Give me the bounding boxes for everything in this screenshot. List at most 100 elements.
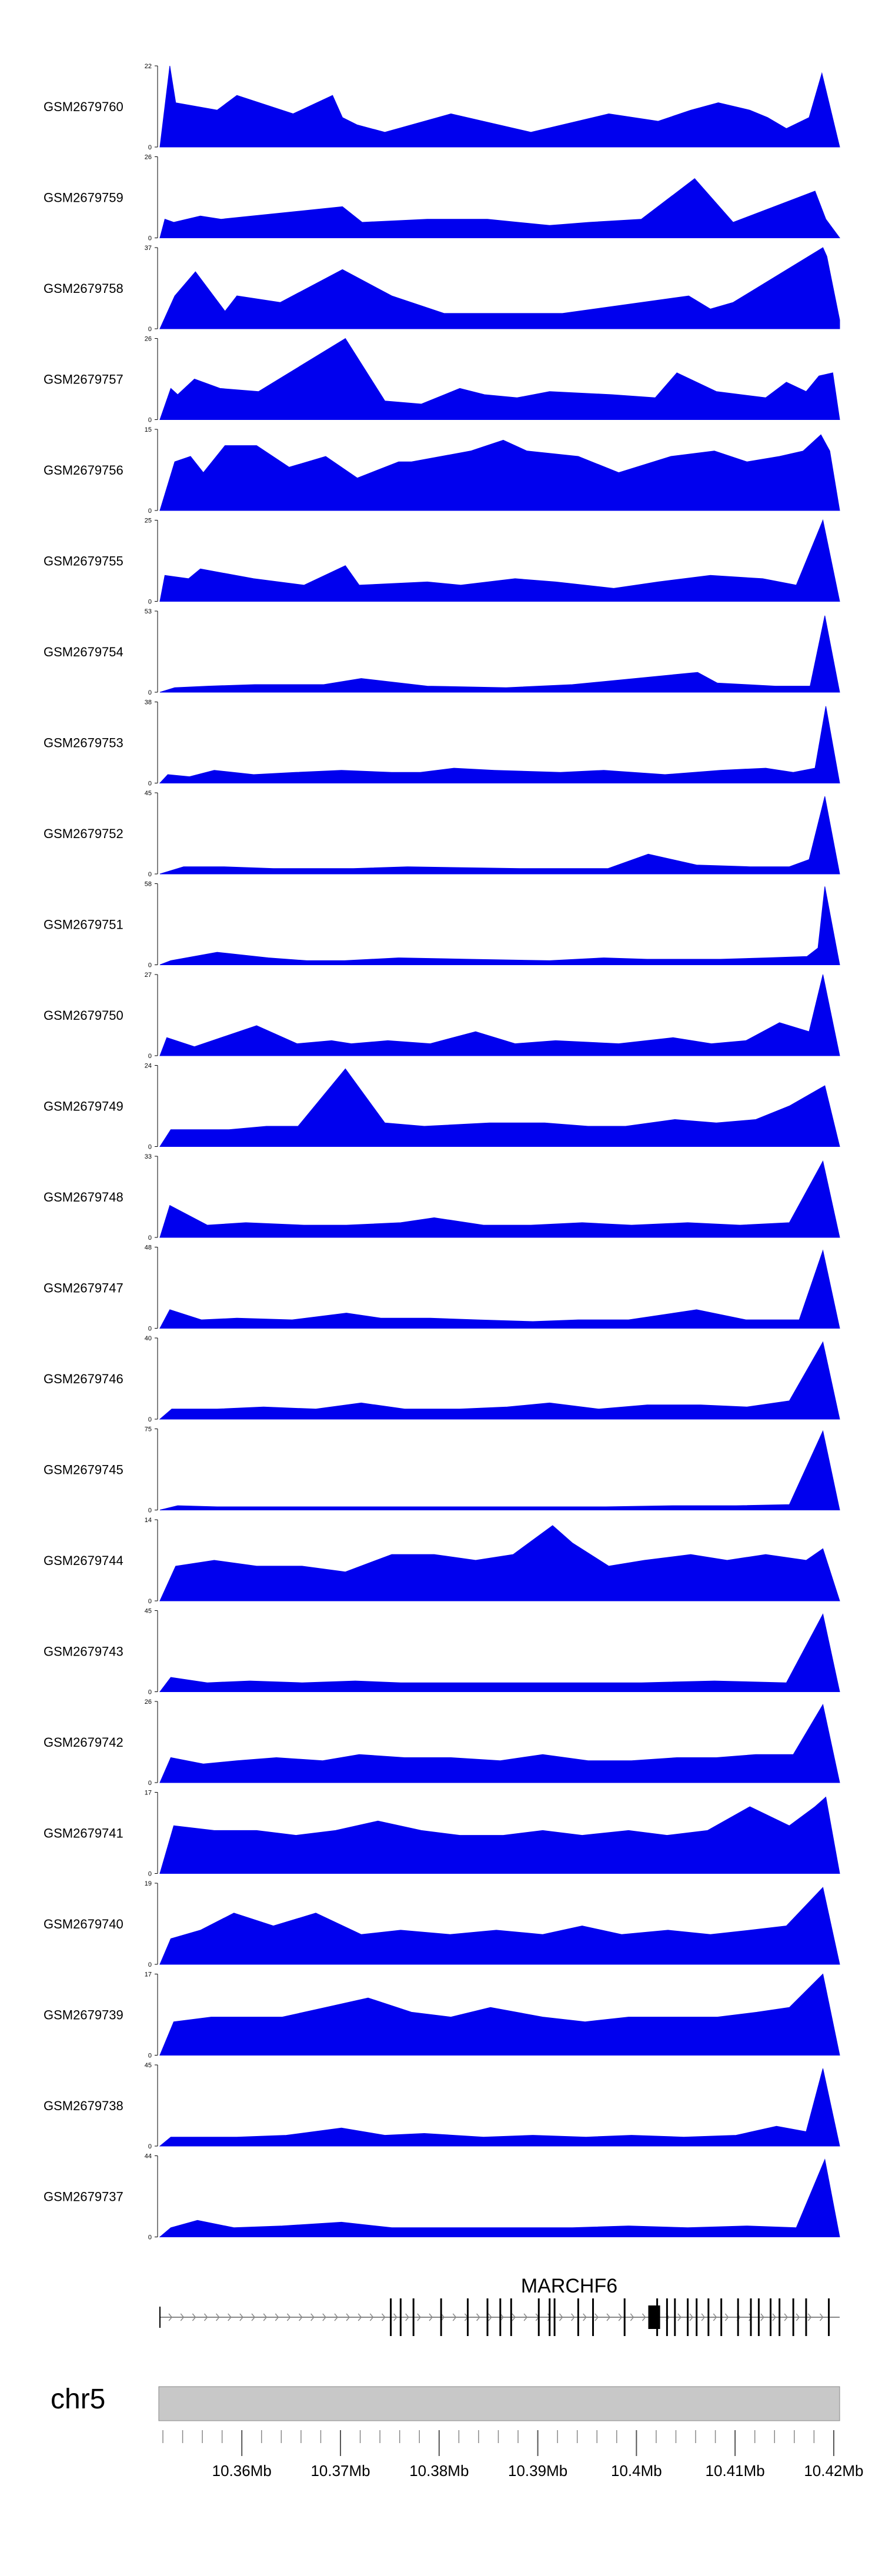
track-GSM2679737: GSM2679737 44 0 xyxy=(44,2153,840,2241)
track-GSM2679750: GSM2679750 27 0 xyxy=(44,972,840,1060)
y-max-label: 15 xyxy=(145,426,152,433)
track-GSM2679747: GSM2679747 48 0 xyxy=(44,1244,840,1333)
sample-label: GSM2679759 xyxy=(44,191,123,205)
coverage-area xyxy=(159,2158,840,2237)
strand-arrow xyxy=(429,2313,433,2321)
strand-arrow xyxy=(346,2313,350,2321)
sample-label: GSM2679743 xyxy=(44,1644,123,1659)
y-min-label: 0 xyxy=(148,326,152,333)
y-max-label: 33 xyxy=(145,1153,152,1160)
gene-name: MARCHF6 xyxy=(521,2275,617,2297)
sample-label: GSM2679754 xyxy=(44,645,123,659)
strand-arrow xyxy=(180,2313,185,2321)
y-max-label: 22 xyxy=(145,63,152,70)
y-max-label: 45 xyxy=(145,1608,152,1615)
strand-arrow xyxy=(630,2313,634,2321)
y-min-label: 0 xyxy=(148,780,152,788)
y-max-label: 45 xyxy=(145,2062,152,2069)
y-min-label: 0 xyxy=(148,1871,152,1878)
sample-label: GSM2679752 xyxy=(44,826,123,841)
coverage-area xyxy=(159,1796,840,1874)
track-GSM2679746: GSM2679746 40 0 xyxy=(44,1335,840,1423)
tick-label: 10.41Mb xyxy=(706,2462,765,2480)
strand-arrow xyxy=(796,2313,800,2321)
sample-label: GSM2679737 xyxy=(44,2190,123,2204)
sample-label: GSM2679749 xyxy=(44,1099,123,1114)
y-max-label: 37 xyxy=(145,245,152,252)
coverage-area xyxy=(159,338,840,420)
y-min-label: 0 xyxy=(148,235,152,242)
coverage-area xyxy=(159,1525,840,1601)
track-GSM2679744: GSM2679744 14 0 xyxy=(44,1517,840,1605)
coverage-area xyxy=(159,1887,840,1965)
y-min-label: 0 xyxy=(148,1416,152,1423)
y-min-label: 0 xyxy=(148,2053,152,2060)
coverage-area xyxy=(159,615,840,693)
strand-arrow xyxy=(405,2313,409,2321)
strand-arrow xyxy=(476,2313,480,2321)
strand-arrow xyxy=(760,2313,764,2321)
strand-arrow xyxy=(358,2313,362,2321)
strand-arrow xyxy=(440,2313,445,2321)
strand-arrow xyxy=(168,2313,173,2321)
coverage-area xyxy=(159,1249,840,1329)
y-min-label: 0 xyxy=(148,1144,152,1151)
strand-arrow xyxy=(393,2313,397,2321)
y-min-label: 0 xyxy=(148,2143,152,2150)
strand-arrow xyxy=(203,2313,208,2321)
track-GSM2679742: GSM2679742 26 0 xyxy=(44,1699,840,1787)
y-min-label: 0 xyxy=(148,508,152,515)
track-GSM2679754: GSM2679754 53 0 xyxy=(44,608,840,696)
sample-label: GSM2679758 xyxy=(44,281,123,296)
strand-arrow xyxy=(772,2313,776,2321)
coverage-tracks: GSM2679760220GSM2679759260GSM2679758370G… xyxy=(44,63,840,2241)
y-max-label: 17 xyxy=(145,1971,152,1978)
coverage-area xyxy=(159,706,840,783)
y-max-label: 45 xyxy=(145,790,152,797)
coverage-area xyxy=(159,974,840,1056)
y-max-label: 40 xyxy=(145,1335,152,1342)
y-min-label: 0 xyxy=(148,1234,152,1242)
strand-arrow xyxy=(749,2313,753,2321)
tick-label: 10.4Mb xyxy=(611,2462,662,2480)
coverage-area xyxy=(159,1703,840,1783)
chromosome-band xyxy=(158,2386,840,2421)
strand-arrow xyxy=(618,2313,623,2321)
sample-label: GSM2679753 xyxy=(44,736,123,750)
strand-arrow xyxy=(216,2313,220,2321)
strand-arrow xyxy=(583,2313,587,2321)
track-GSM2679738: GSM2679738 45 0 xyxy=(44,2062,840,2150)
sample-label: GSM2679747 xyxy=(44,1281,123,1296)
strand-arrow xyxy=(807,2313,812,2321)
strand-arrow xyxy=(251,2313,256,2321)
y-max-label: 58 xyxy=(145,881,152,888)
sample-label: GSM2679756 xyxy=(44,463,123,478)
strand-arrow xyxy=(523,2313,528,2321)
strand-arrow xyxy=(488,2313,492,2321)
y-min-label: 0 xyxy=(148,2234,152,2241)
track-GSM2679741: GSM2679741 17 0 xyxy=(44,1790,840,1878)
y-min-label: 0 xyxy=(148,1507,152,1514)
y-min-label: 0 xyxy=(148,962,152,969)
coverage-area xyxy=(159,519,840,602)
sample-label: GSM2679751 xyxy=(44,917,123,932)
strand-arrow xyxy=(559,2313,563,2321)
y-min-label: 0 xyxy=(148,689,152,696)
coverage-area xyxy=(159,1341,840,1420)
y-max-label: 38 xyxy=(145,699,152,706)
y-max-label: 75 xyxy=(145,1426,152,1433)
tick-label: 10.37Mb xyxy=(310,2462,370,2480)
chromosome-axis: chr5 10.36Mb 10.37Mb 10.38Mb 10.39Mb 10.4Mb 1… xyxy=(51,2384,864,2480)
track-GSM2679751: GSM2679751 58 0 xyxy=(44,881,840,969)
tick-label: 10.36Mb xyxy=(212,2462,272,2480)
track-GSM2679752: GSM2679752 45 0 xyxy=(44,790,840,878)
gene-track: MARCHF6 xyxy=(159,2275,840,2336)
tick-label: 10.39Mb xyxy=(508,2462,567,2480)
strand-arrow xyxy=(713,2313,717,2321)
strand-arrow xyxy=(275,2313,279,2321)
y-min-label: 0 xyxy=(148,1053,152,1060)
y-min-label: 0 xyxy=(148,1689,152,1696)
strand-arrow xyxy=(642,2313,646,2321)
sample-label: GSM2679757 xyxy=(44,372,123,387)
